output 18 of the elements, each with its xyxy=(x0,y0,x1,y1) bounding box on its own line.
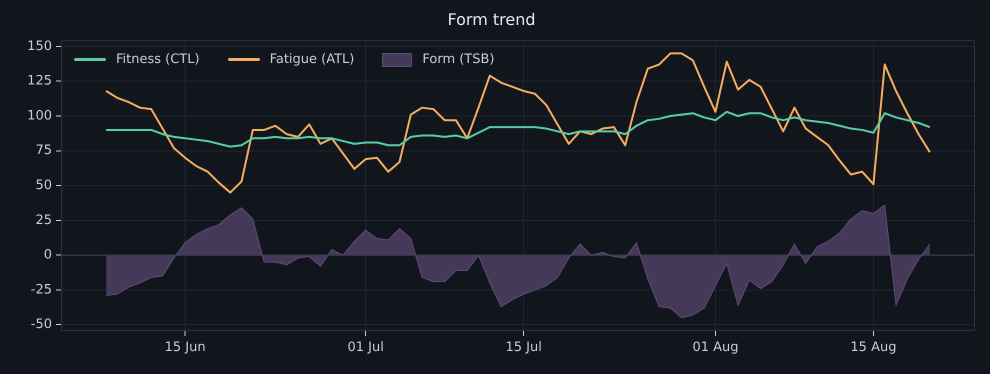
y-tick-label: 100 xyxy=(27,108,52,124)
y-tick-label: -25 xyxy=(30,282,52,298)
x-tick-label: 15 Aug xyxy=(850,340,896,356)
x-tick-label: 15 Jun xyxy=(164,340,206,356)
legend-label: Fitness (CTL) xyxy=(116,52,200,67)
legend-label: Fatigue (ATL) xyxy=(270,52,354,67)
y-tick-label: 50 xyxy=(35,178,52,193)
y-tick-label: -50 xyxy=(30,317,52,332)
chart-title: Form trend xyxy=(447,10,536,29)
y-tick-label: 125 xyxy=(27,74,52,89)
y-tick-label: 150 xyxy=(27,38,52,54)
legend-label: Form (TSB) xyxy=(422,52,494,67)
x-tick-label: 01 Aug xyxy=(692,340,738,356)
y-tick-label: 0 xyxy=(44,248,52,263)
y-tick-label: 25 xyxy=(35,212,52,228)
x-tick-label: 15 Jul xyxy=(505,340,542,356)
x-tick-label: 01 Jul xyxy=(347,340,384,356)
y-tick-label: 75 xyxy=(35,143,52,158)
